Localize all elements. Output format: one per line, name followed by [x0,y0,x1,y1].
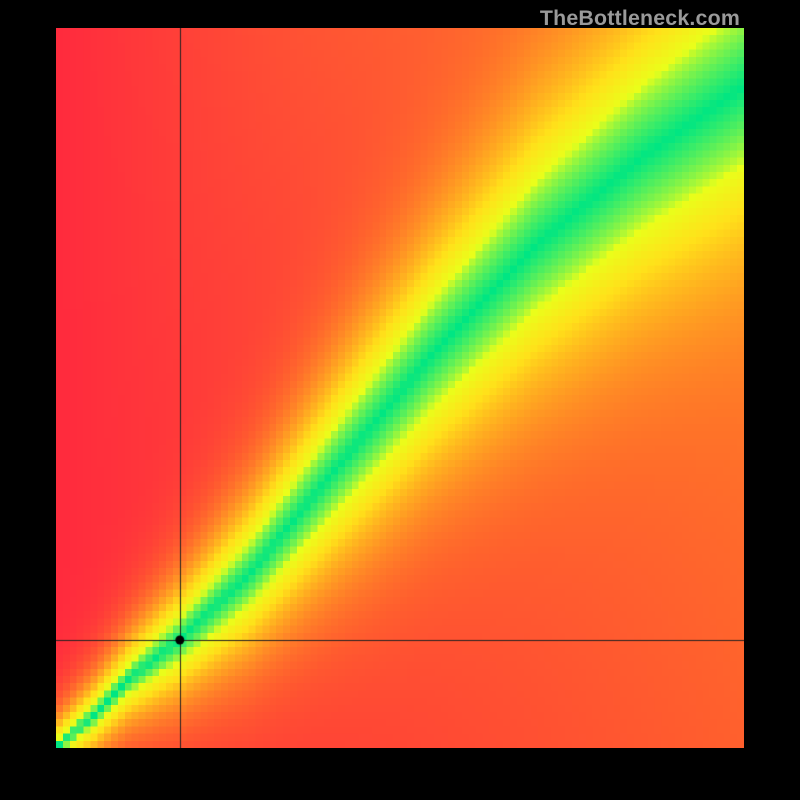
guide-overlay [56,28,744,748]
watermark-text: TheBottleneck.com [540,6,740,31]
